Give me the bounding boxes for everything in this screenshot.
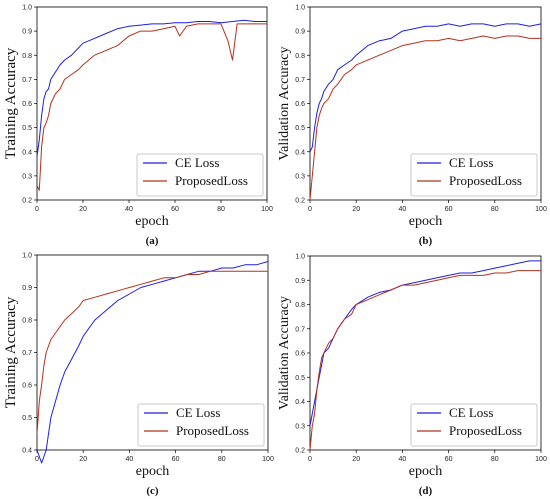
x-tick-label: 100 [262,456,274,463]
x-axis-label: epoch [136,464,169,479]
y-axis-label: Validation Accuracy [277,47,292,161]
legend-label: ProposedLoss [449,423,522,438]
y-tick-label: 0.6 [22,101,32,108]
chart-panel-3: 0.4 0.5 0.6 0.7 0.8 0.9 1.0 0 20 40 60 80 100 epoch Tr… [3,253,274,498]
series-line-proposed-loss [36,23,267,191]
legend-label: CE Loss [449,405,493,420]
series-line-proposed-loss [309,35,541,201]
y-tick-label: 0.7 [295,326,305,333]
x-tick-label: 80 [491,206,499,213]
y-tick-label: 0.2 [22,198,32,205]
x-tick-label: 60 [445,206,453,213]
panel-caption: (a) [146,235,159,247]
legend: CE Loss ProposedLoss [136,153,264,197]
x-tick-label: 20 [79,456,87,463]
x-tick-label: 0 [308,456,312,463]
x-tick-label: 0 [35,456,39,463]
x-tick-label: 20 [352,206,360,213]
y-tick-label: 0.2 [295,448,305,455]
legend-box [410,403,538,447]
x-tick-label: 100 [535,206,547,213]
series-line-proposed-loss [309,270,541,451]
y-tick-label: 0.8 [22,318,32,325]
chart-panel-2: 0.2 0.3 0.4 0.5 0.6 0.7 0.8 0.9 1.0 0 20 40 60 80 100 e… [277,5,547,248]
y-tick-label: 0.9 [22,285,32,292]
legend-box [410,153,538,197]
y-tick-label: 1.0 [22,253,32,260]
x-tick-label: 40 [126,456,134,463]
panel-caption: (b) [419,235,433,247]
x-axis-label: epoch [135,214,168,229]
y-tick-label: 1.0 [295,254,305,261]
chart-panel-4: 0.2 0.3 0.4 0.5 0.6 0.7 0.8 0.9 1.0 0 20 40 60 80 100 e… [277,254,547,498]
y-tick-label: 0.7 [295,77,305,84]
y-tick-label: 0.9 [295,278,305,285]
x-tick-label: 40 [399,206,407,213]
y-axis-label: Validation Accuracy [277,296,292,410]
y-tick-label: 0.4 [22,149,32,156]
chart-panel-1: 0.2 0.3 0.4 0.5 0.6 0.7 0.8 0.9 1.0 0 20 40 60 80 100 e… [3,5,273,248]
legend-box [136,153,264,197]
x-axis-label: epoch [409,214,442,229]
y-axis-label: Training Accuracy [3,296,19,408]
y-tick-label: 0.4 [22,448,32,455]
x-tick-label: 60 [171,206,179,213]
y-tick-label: 0.8 [22,53,32,60]
x-axis-label: epoch [409,464,442,479]
y-tick-label: 0.3 [295,173,305,180]
legend: CE Loss ProposedLoss [137,403,265,447]
y-tick-label: 0.7 [22,77,32,84]
x-tick-label: 0 [308,206,312,213]
y-tick-label: 0.3 [295,423,305,430]
legend-label: CE Loss [176,405,220,420]
y-tick-label: 0.9 [22,29,32,36]
y-tick-label: 0.2 [295,198,305,205]
x-tick-label: 0 [35,206,39,213]
x-tick-label: 60 [172,456,180,463]
series-line-ce-loss [309,260,541,426]
y-tick-label: 0.6 [295,101,305,108]
legend-box [137,403,265,447]
x-tick-label: 80 [218,456,226,463]
legend-label: ProposedLoss [449,173,522,188]
series-line-proposed-loss [36,270,268,434]
y-tick-label: 1.0 [22,5,32,12]
y-tick-label: 0.8 [295,302,305,309]
legend-label: ProposedLoss [175,173,248,188]
y-tick-label: 0.4 [295,399,305,406]
y-tick-label: 0.5 [22,125,32,132]
y-tick-label: 0.5 [295,375,305,382]
y-tick-label: 0.7 [22,350,32,357]
y-tick-label: 1.0 [295,5,305,12]
y-tick-label: 0.6 [295,351,305,358]
x-tick-label: 80 [217,206,225,213]
y-tick-label: 0.3 [22,173,32,180]
series-line-ce-loss [36,19,267,157]
x-tick-label: 20 [79,206,87,213]
y-tick-label: 0.4 [295,149,305,156]
panel-caption: (d) [419,485,433,497]
legend-label: CE Loss [175,155,219,170]
legend: CE Loss ProposedLoss [410,153,538,197]
y-tick-label: 0.5 [22,415,32,422]
legend-label: ProposedLoss [176,423,249,438]
legend: CE Loss ProposedLoss [410,403,538,447]
series-line-ce-loss [309,23,542,153]
y-axis-label: Training Accuracy [3,47,19,159]
x-tick-label: 80 [491,456,499,463]
y-tick-label: 0.5 [295,125,305,132]
x-tick-label: 100 [535,456,547,463]
x-tick-label: 20 [352,456,360,463]
y-tick-label: 0.9 [295,29,305,36]
series-line-ce-loss [36,261,269,464]
y-tick-label: 0.8 [295,53,305,60]
x-tick-label: 40 [399,456,407,463]
x-tick-label: 100 [261,206,273,213]
x-tick-label: 40 [125,206,133,213]
legend-label: CE Loss [449,155,493,170]
y-tick-label: 0.6 [22,383,32,390]
panel-caption: (c) [146,485,159,497]
x-tick-label: 60 [445,456,453,463]
